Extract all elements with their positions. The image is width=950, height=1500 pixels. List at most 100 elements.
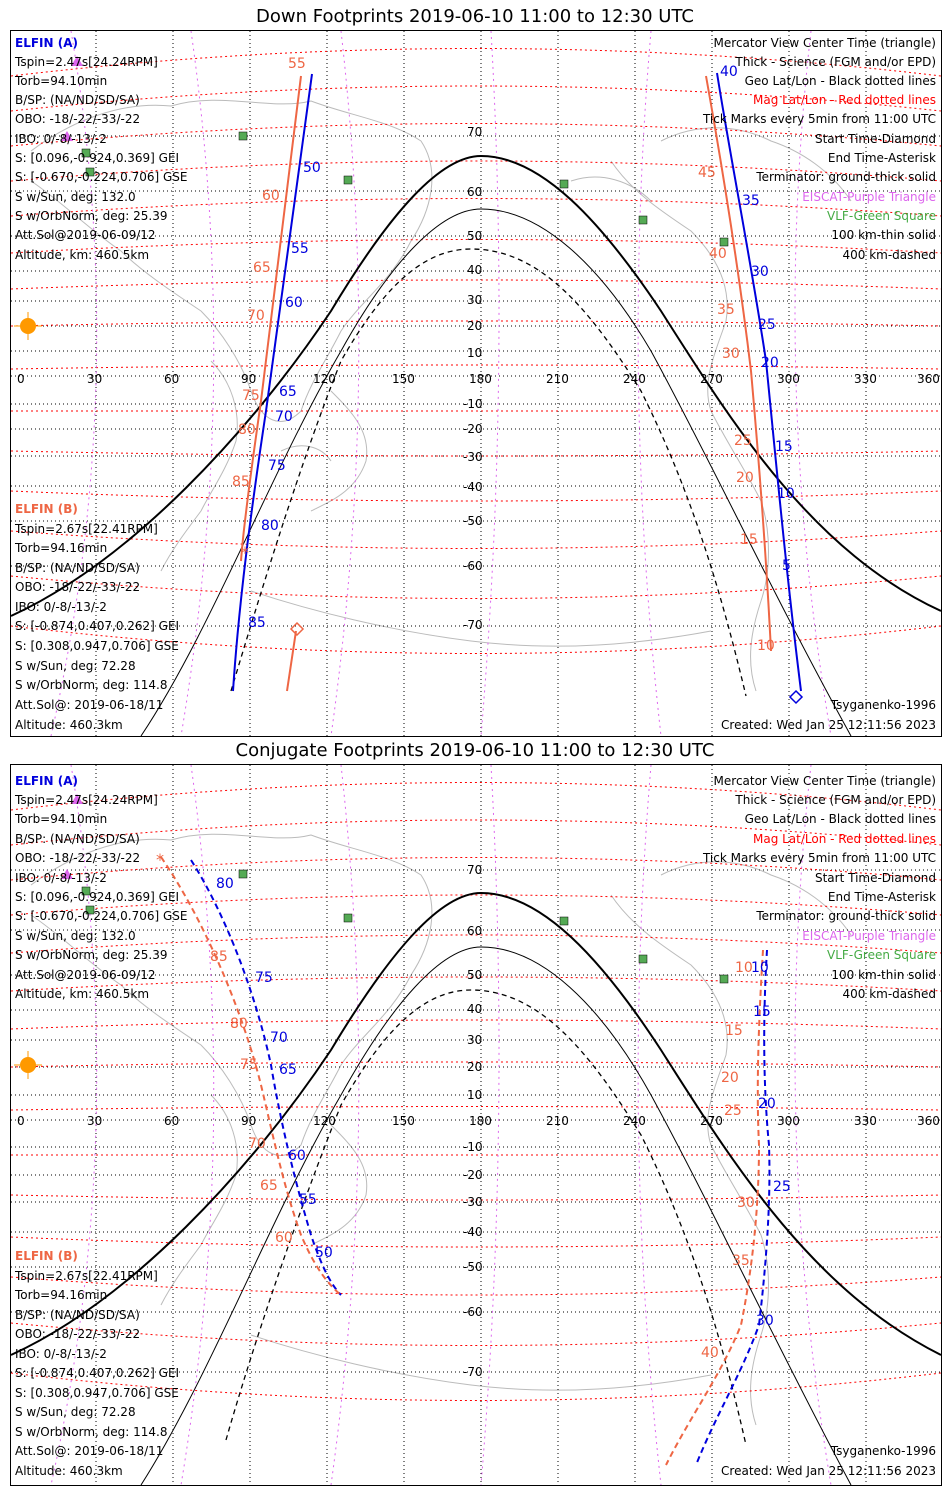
legend-item: Terminator: ground-thick solid <box>755 170 936 184</box>
sc-b-line: S: [-0.874,0.407,0.262] GEI <box>15 619 179 633</box>
lon-label: 120 <box>313 1114 336 1128</box>
coastlines <box>30 99 852 692</box>
track-label: 70 <box>275 409 293 425</box>
track-b-east <box>705 75 772 652</box>
sc-b-line: S: [-0.874,0.407,0.262] GEI <box>15 1366 179 1380</box>
sc-b-line: OBO: -18/-22/-33/-22 <box>15 580 140 594</box>
sc-a-line: S w/OrbNorm, deg: 25.39 <box>15 209 167 223</box>
lon-label: 210 <box>546 1114 569 1128</box>
vlf-square <box>85 167 95 177</box>
vlf-square <box>85 905 95 915</box>
track-label: 15 <box>725 1023 743 1039</box>
lat-label: -10 <box>463 1140 483 1154</box>
track-label: 70 <box>270 1030 288 1046</box>
track-label: 50 <box>303 160 321 176</box>
track-b-west <box>160 856 342 1296</box>
map-canvas-down: * 0 30 60 90 120 150 180 210 240 270 300… <box>10 30 942 737</box>
sc-a-line: B/SP: (NA/ND/SD/SA) <box>15 832 140 846</box>
sc-b-line: Att.Sol@: 2019-06-18/11 <box>15 698 163 712</box>
vlf-square <box>719 237 729 247</box>
lat-labels: 70 60 50 40 30 20 10 -10 -20 -30 -40 -50… <box>463 125 483 632</box>
sc-a-line: S w/Sun, deg: 132.0 <box>15 929 136 943</box>
lon-label: 360 <box>917 372 940 386</box>
legend-item: Mag Lat/Lon - Red dotted lines <box>753 832 936 846</box>
track-label: 70 <box>248 1136 266 1152</box>
legend-item: Thick - Science (FGM and/or EPD) <box>734 793 936 807</box>
lon-labels: 0 30 60 90 120 150 180 210 240 270 300 3… <box>17 1114 940 1128</box>
lon-label: 240 <box>623 372 646 386</box>
sc-b-line: Tspin=2.67s[22.41RPM] <box>14 522 158 536</box>
track-labels-a: 40 35 30 25 20 15 10 5 50 55 60 65 70 75… <box>248 64 795 631</box>
legend-item: Mercator View Center Time (triangle) <box>714 36 936 50</box>
vlf-stations <box>81 131 729 247</box>
legend-item: Terminator: ground-thick solid <box>755 909 936 923</box>
model-label: Tsyganenko-1996 <box>830 1444 936 1458</box>
sc-a-line: S w/OrbNorm, deg: 25.39 <box>15 948 167 962</box>
track-label: 45 <box>698 165 716 181</box>
legend-item: EISCAT-Purple Triangle <box>802 929 936 943</box>
track-label: 30 <box>722 346 740 362</box>
sc-a-line: Torb=94.10min <box>14 812 107 826</box>
track-labels-b: 55 60 65 70 75 80 85 45 40 35 30 25 20 1… <box>232 56 775 654</box>
legend-item: Tick Marks every 5min from 11:00 UTC <box>702 112 936 126</box>
track-label: 25 <box>734 433 752 449</box>
legend-item: VLF-Green Square <box>827 948 936 962</box>
track-label: 75 <box>268 458 286 474</box>
vlf-square <box>238 869 248 879</box>
mag-grid <box>10 48 942 654</box>
sun-icon <box>14 1051 42 1079</box>
sc-b-info: Tspin=2.67s[22.41RPM] Torb=94.16min B/SP… <box>14 522 179 732</box>
sc-b-line: S: [0.308,0.947,0.706] GSE <box>15 639 179 653</box>
sc-b-line: S w/Sun, deg: 72.28 <box>15 1405 136 1419</box>
sc-b-line: Altitude: 460.3km <box>15 718 123 732</box>
track-label: 70 <box>247 308 265 324</box>
vlf-square <box>559 916 569 926</box>
track-label: 60 <box>262 188 280 204</box>
sun-icon <box>14 312 42 340</box>
track-label: 20 <box>721 1070 739 1086</box>
legend-item: Geo Lat/Lon - Black dotted lines <box>745 74 936 88</box>
lat-label: 70 <box>467 125 482 139</box>
end-asterisk: * <box>241 543 249 562</box>
track-label: 80 <box>238 422 256 438</box>
track-label: 35 <box>717 302 735 318</box>
track-label: 20 <box>736 470 754 486</box>
track-label: 30 <box>751 264 769 280</box>
vlf-square <box>638 954 648 964</box>
vlf-square <box>719 974 729 984</box>
lon-label: 150 <box>392 372 415 386</box>
sc-b-line: Torb=94.16min <box>14 1288 107 1302</box>
sc-a-line: Att.Sol@2019-06-09/12 <box>15 228 156 242</box>
sc-a-line: Tspin=2.47s[24.24RPM] <box>14 55 158 69</box>
lat-label: 20 <box>467 319 482 333</box>
lat-label: -60 <box>463 559 483 573</box>
lat-label: 30 <box>467 293 482 307</box>
sc-a-info: Tspin=2.47s[24.24RPM] Torb=94.10min B/SP… <box>14 793 188 1001</box>
lon-label: 90 <box>241 372 256 386</box>
lat-label: -40 <box>463 480 483 494</box>
end-asterisk: * <box>156 850 164 869</box>
lon-label: 270 <box>700 372 723 386</box>
track-label: 40 <box>720 64 738 80</box>
vlf-stations <box>81 869 729 984</box>
panel-title-down: Down Footprints 2019-06-10 11:00 to 12:3… <box>256 6 694 27</box>
legend: Mercator View Center Time (triangle) Thi… <box>702 36 936 262</box>
track-label: 85 <box>248 615 266 631</box>
lon-label: 0 <box>17 372 25 386</box>
track-label: 5 <box>782 558 791 574</box>
legend-item: Mercator View Center Time (triangle) <box>714 774 936 788</box>
vlf-square <box>81 148 91 158</box>
terminator-ground <box>10 154 942 617</box>
sc-b-line: Altitude: 460.3km <box>15 1464 123 1478</box>
track-labels-b: 85 80 75 70 65 60 10 15 20 25 30 35 40 <box>210 949 755 1361</box>
track-label: 60 <box>288 1148 306 1164</box>
sc-a-info: Tspin=2.47s[24.24RPM] Torb=94.10min B/SP… <box>14 55 188 262</box>
track-label: 40 <box>709 246 727 262</box>
mag-grid <box>10 782 942 1401</box>
map-canvas-conjugate: * 0 30 60 90 120 150 180 210 240 270 300… <box>10 764 942 1486</box>
sc-a-line: Torb=94.10min <box>14 74 107 88</box>
legend-item: 100 km-thin solid <box>831 228 936 242</box>
legend-item: VLF-Green Square <box>827 209 936 223</box>
lon-label: 60 <box>164 372 179 386</box>
track-label: 40 <box>701 1345 719 1361</box>
